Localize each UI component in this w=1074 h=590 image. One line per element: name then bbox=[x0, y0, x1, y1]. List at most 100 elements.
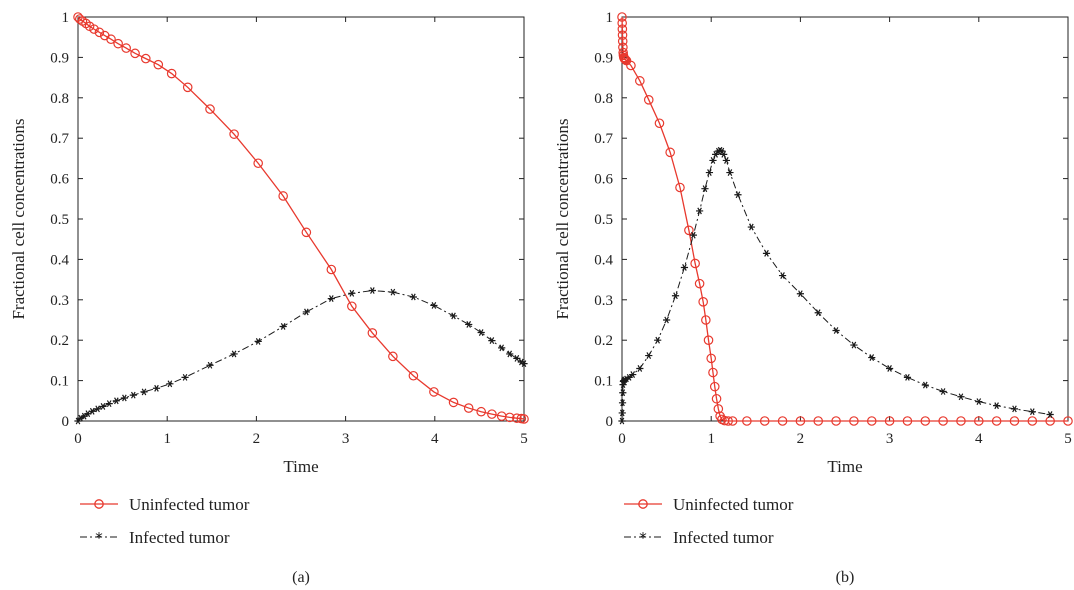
data-point-infected-tumor bbox=[671, 292, 680, 300]
data-point-uninfected-tumor bbox=[884, 416, 895, 426]
legend-entry-infected: * Infected tumor bbox=[80, 528, 230, 547]
data-point-infected-tumor bbox=[734, 191, 742, 199]
data-point-uninfected-tumor bbox=[675, 182, 685, 193]
data-point-uninfected-tumor bbox=[487, 409, 497, 419]
data-point-infected-tumor bbox=[939, 388, 947, 395]
x-tick-label: 2 bbox=[797, 431, 805, 447]
legend-marker-uninfected bbox=[94, 499, 104, 509]
legend-entry-uninfected: Uninfected tumor bbox=[624, 495, 794, 514]
data-point-infected-tumor bbox=[430, 302, 438, 309]
data-point-infected-tumor bbox=[120, 394, 128, 402]
legend: Uninfected tumor * Infected tumor bbox=[80, 495, 250, 547]
data-point-infected-tumor bbox=[618, 409, 626, 417]
data-point-uninfected-tumor bbox=[617, 36, 628, 47]
y-tick-label: 0.6 bbox=[50, 172, 69, 188]
data-point-infected-tumor bbox=[140, 388, 148, 396]
data-point-uninfected-tumor bbox=[326, 264, 337, 275]
chart-panel-a: 0 1 2 3 4 5 0 0.1 0.2 0.3 0.4 0.5 0.6 0.7 0.8 0.9 1 Tim… bbox=[9, 10, 529, 586]
y-tick-label: 0.7 bbox=[50, 131, 69, 147]
y-tick-label: 0.4 bbox=[594, 252, 613, 268]
x-tick-label: 1 bbox=[163, 431, 171, 447]
data-point-uninfected-tumor bbox=[89, 24, 99, 34]
y-tick-label: 1 bbox=[62, 10, 70, 26]
data-point-uninfected-tumor bbox=[708, 367, 718, 378]
data-point-infected-tumor bbox=[814, 309, 822, 317]
y-axis-label: Fractional cell concentrations bbox=[9, 118, 28, 319]
data-point-infected-tumor bbox=[449, 312, 458, 320]
legend: Uninfected tumor * Infected tumor bbox=[624, 495, 794, 547]
data-point-uninfected-tumor bbox=[367, 328, 378, 338]
data-point-infected-tumor bbox=[1046, 411, 1054, 418]
data-point-uninfected-tumor bbox=[795, 416, 806, 426]
series-line-uninfected-tumor bbox=[77, 16, 525, 420]
data-point-uninfected-tumor bbox=[519, 414, 529, 424]
y-tick-label: 0.3 bbox=[594, 293, 613, 309]
data-point-uninfected-tumor bbox=[973, 416, 984, 426]
data-point-uninfected-tumor bbox=[813, 416, 824, 426]
data-point-uninfected-tumor bbox=[665, 147, 675, 158]
x-tick-label: 5 bbox=[520, 431, 528, 447]
legend-label-infected: Infected tumor bbox=[129, 528, 230, 547]
data-point-infected-tumor bbox=[832, 327, 840, 334]
y-tick-labels: 0 0.1 0.2 0.3 0.4 0.5 0.6 0.7 0.8 0.9 1 bbox=[594, 10, 1068, 430]
data-point-uninfected-tumor bbox=[388, 351, 398, 362]
series-line-infected-tumor bbox=[621, 149, 1051, 422]
data-point-infected-tumor bbox=[654, 336, 662, 344]
legend-entry-infected: * Infected tumor bbox=[624, 528, 774, 547]
data-point-infected-tumor bbox=[279, 323, 287, 330]
data-point-uninfected-tumor bbox=[902, 416, 913, 426]
data-point-uninfected-tumor bbox=[94, 27, 105, 38]
data-point-infected-tumor bbox=[720, 150, 728, 158]
data-point-uninfected-tumor bbox=[278, 191, 288, 201]
data-point-uninfected-tumor bbox=[1045, 416, 1055, 426]
x-tick-label: 3 bbox=[342, 431, 350, 447]
data-point-uninfected-tumor bbox=[684, 225, 694, 236]
data-point-infected-tumor bbox=[166, 380, 174, 388]
x-axis-label: Time bbox=[283, 457, 318, 476]
data-point-uninfected-tumor bbox=[690, 258, 700, 269]
data-point-infected-tumor bbox=[762, 249, 771, 257]
panel-caption: (a) bbox=[292, 569, 310, 586]
data-point-infected-tumor bbox=[726, 169, 734, 176]
data-point-uninfected-tumor bbox=[706, 353, 716, 364]
x-tick-labels: 0 1 2 3 4 5 bbox=[74, 17, 528, 447]
data-point-infected-tumor bbox=[94, 405, 102, 413]
y-tick-label: 0.8 bbox=[50, 91, 69, 107]
legend-marker-infected: * bbox=[95, 529, 103, 547]
data-point-uninfected-tumor bbox=[701, 315, 711, 325]
data-point-infected-tumor bbox=[850, 341, 858, 349]
series-layer bbox=[73, 12, 529, 425]
data-point-infected-tumor bbox=[520, 360, 528, 368]
data-point-infected-tumor bbox=[696, 207, 704, 215]
y-tick-label: 0.1 bbox=[50, 374, 69, 390]
data-point-infected-tumor bbox=[747, 223, 755, 231]
legend-marker-infected: * bbox=[639, 529, 647, 547]
axes-frame bbox=[77, 16, 525, 422]
data-point-uninfected-tumor bbox=[991, 416, 1002, 426]
data-point-infected-tumor bbox=[712, 150, 720, 158]
data-point-infected-tumor bbox=[921, 381, 929, 389]
x-tick-label: 0 bbox=[618, 431, 626, 447]
data-point-uninfected-tumor bbox=[635, 76, 645, 86]
data-point-infected-tumor bbox=[99, 403, 107, 410]
x-tick-label: 2 bbox=[253, 431, 261, 447]
data-point-uninfected-tumor bbox=[742, 416, 752, 426]
y-tick-label: 0.1 bbox=[594, 374, 613, 390]
y-tick-label: 1 bbox=[606, 10, 614, 26]
data-point-uninfected-tumor bbox=[723, 416, 733, 426]
data-point-uninfected-tumor bbox=[619, 54, 630, 64]
data-point-uninfected-tumor bbox=[182, 82, 193, 93]
data-point-infected-tumor bbox=[409, 293, 417, 301]
y-tick-label: 0 bbox=[62, 414, 70, 430]
y-tick-label: 0.9 bbox=[50, 50, 69, 66]
data-point-uninfected-tumor bbox=[140, 53, 151, 64]
data-point-uninfected-tumor bbox=[703, 335, 714, 345]
y-axis-label: Fractional cell concentrations bbox=[553, 118, 572, 319]
data-point-infected-tumor bbox=[993, 402, 1001, 410]
data-point-uninfected-tumor bbox=[709, 381, 720, 392]
data-point-uninfected-tumor bbox=[205, 104, 215, 114]
data-point-infected-tumor bbox=[112, 397, 120, 405]
x-tick-label: 0 bbox=[74, 431, 82, 447]
data-point-uninfected-tumor bbox=[654, 118, 665, 129]
data-point-infected-tumor bbox=[796, 290, 804, 298]
